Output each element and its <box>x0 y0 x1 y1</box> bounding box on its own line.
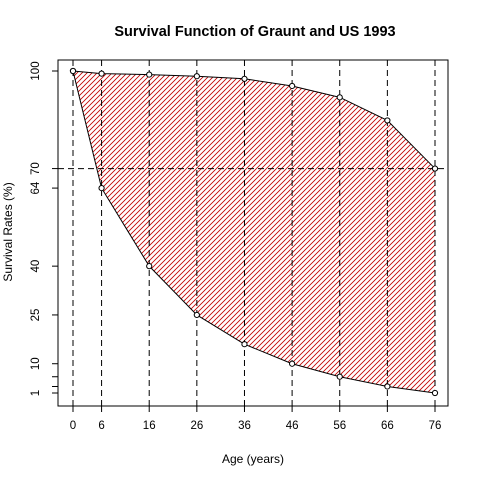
y-tick-label: 25 <box>30 309 42 322</box>
data-point <box>193 311 200 319</box>
data-point <box>98 184 105 192</box>
data-point <box>336 94 343 101</box>
data-point <box>431 389 439 397</box>
x-tick-label: 36 <box>238 420 251 432</box>
x-tick-label: 0 <box>70 420 76 432</box>
y-tick-label: 70 <box>30 162 42 175</box>
x-tick-label: 16 <box>143 420 156 432</box>
x-axis: 0 6 16 26 36 46 56 66 76 <box>70 406 442 432</box>
data-point <box>431 165 439 172</box>
data-point <box>241 75 248 82</box>
y-tick-label: 10 <box>30 357 42 370</box>
data-point <box>193 73 200 80</box>
y-axis: 1 10 25 40 64 70 100 <box>30 61 58 396</box>
x-axis-label: Age (years) <box>222 452 284 466</box>
y-tick-label: 64 <box>30 181 42 194</box>
data-point <box>69 67 77 75</box>
x-tick-label: 6 <box>98 420 104 432</box>
y-tick-label: 40 <box>30 260 42 273</box>
data-point <box>146 263 153 270</box>
data-point <box>384 383 391 390</box>
data-point <box>289 360 296 367</box>
plot-frame <box>57 59 449 407</box>
y-tick-label: 1 <box>30 390 42 396</box>
survival-gap-fill <box>73 71 435 393</box>
y-axis-label: Survival Rates (%) <box>1 182 15 281</box>
data-point <box>289 82 296 90</box>
data-point <box>241 341 248 348</box>
x-tick-label: 76 <box>429 420 442 432</box>
data-point <box>336 373 343 380</box>
x-tick-label: 26 <box>190 420 203 432</box>
data-point <box>98 70 105 77</box>
plot-area <box>58 60 448 406</box>
x-tick-label: 66 <box>381 420 394 432</box>
y-tick-label: 100 <box>30 61 42 80</box>
chart-title: Survival Function of Graunt and US 1993 <box>114 24 395 40</box>
data-point <box>384 117 391 124</box>
x-tick-label: 56 <box>333 420 346 432</box>
x-tick-label: 46 <box>286 420 299 432</box>
data-point <box>146 71 153 78</box>
